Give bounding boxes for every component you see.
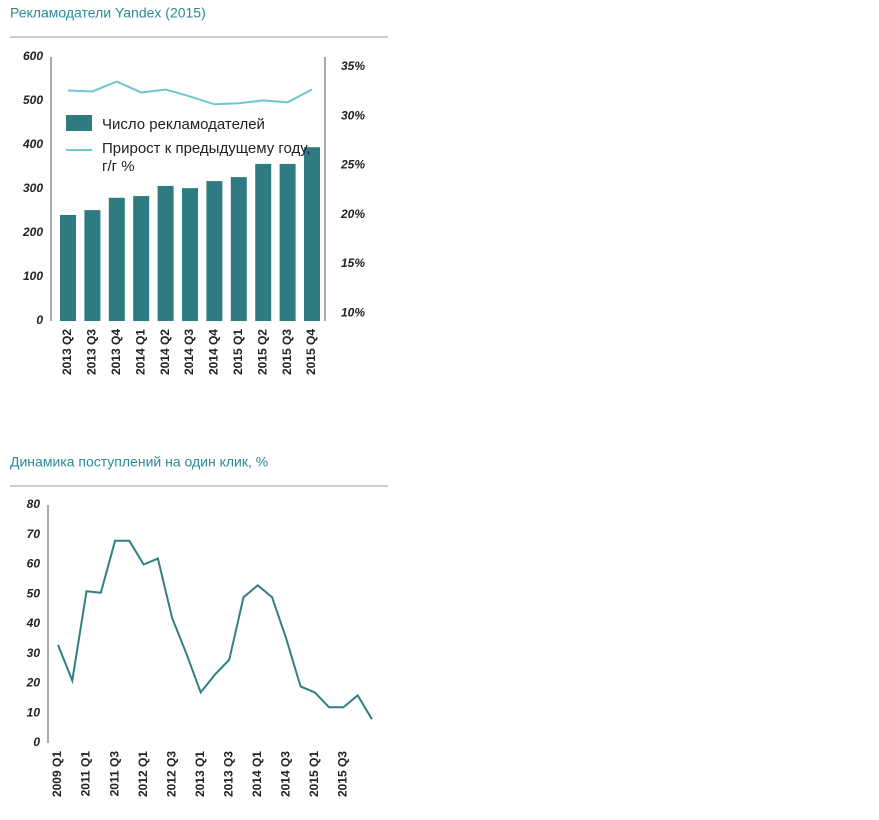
y-tick-label: 30 — [27, 646, 41, 660]
y-tick-label: 50 — [27, 586, 41, 600]
y2-tick-label: 10% — [341, 305, 365, 319]
bar — [255, 163, 272, 321]
x-tick-label: 2014 Q3 — [278, 751, 292, 797]
legend-label: Число рекламодателей — [102, 116, 265, 133]
x-tick-label: 2015 Q4 — [304, 329, 318, 375]
y2-tick-label: 30% — [341, 108, 365, 122]
x-tick-label: 2014 Q2 — [158, 329, 172, 375]
x-tick-label: 2014 Q1 — [133, 329, 147, 375]
chart-title: Рекламодатели Yandex (2015) — [10, 5, 206, 21]
chart-title: Динамика поступлений на один клик, % — [10, 454, 268, 470]
y-tick-label: 100 — [23, 269, 43, 283]
y2-tick-label: 35% — [341, 59, 365, 73]
x-tick-label: 2014 Q1 — [250, 751, 264, 797]
y2-tick-label: 20% — [340, 207, 365, 221]
y-tick-label: 400 — [22, 137, 43, 151]
y-tick-label: 600 — [23, 49, 43, 63]
y2-tick-label: 25% — [340, 158, 365, 172]
line-series — [57, 539, 373, 720]
x-tick-label: 2015 Q1 — [231, 329, 245, 375]
legend-swatch — [66, 149, 92, 151]
x-tick-label: 2015 Q1 — [307, 751, 321, 797]
x-tick-label: 2011 Q3 — [107, 751, 121, 797]
y-tick-label: 20 — [26, 676, 41, 690]
y-tick-label: 80 — [27, 497, 41, 511]
x-tick-label: 2009 Q1 — [50, 751, 64, 797]
legend-swatch — [66, 115, 92, 131]
bar — [279, 163, 296, 321]
legend-label: Прирост к предыдущему году, г/г % — [102, 140, 311, 175]
x-tick-label: 2013 Q3 — [221, 751, 235, 797]
bar — [182, 188, 198, 321]
y-tick-label: 40 — [26, 616, 41, 630]
x-tick-label: 2013 Q2 — [60, 329, 74, 375]
y-tick-label: 10 — [27, 705, 41, 719]
bar — [157, 185, 174, 321]
legend-item: Прирост к предыдущему году, г/г % — [66, 140, 316, 176]
y-tick-label: 0 — [36, 313, 43, 327]
bar — [108, 197, 125, 321]
y2-tick-label: 15% — [341, 256, 365, 270]
y-tick-label: 60 — [27, 557, 41, 571]
legend-item: Число рекламодателей — [66, 115, 265, 133]
line-series — [67, 80, 313, 106]
y-tick-label: 300 — [23, 181, 43, 195]
bar — [133, 196, 150, 321]
y-tick-label: 200 — [22, 225, 43, 239]
y-tick-label: 500 — [23, 93, 43, 107]
bar — [230, 177, 247, 321]
x-tick-label: 2014 Q4 — [207, 329, 221, 375]
bar — [304, 147, 320, 321]
x-tick-label: 2015 Q3 — [336, 751, 350, 797]
x-tick-label: 2013 Q3 — [85, 329, 99, 375]
bar — [60, 214, 76, 321]
bar — [206, 181, 223, 321]
x-tick-label: 2011 Q1 — [79, 751, 93, 797]
x-tick-label: 2015 Q3 — [280, 329, 294, 375]
bar — [84, 210, 101, 321]
x-tick-label: 2012 Q1 — [136, 751, 150, 797]
y-tick-label: 0 — [33, 735, 40, 749]
y-tick-label: 70 — [27, 527, 41, 541]
x-tick-label: 2013 Q4 — [109, 329, 123, 375]
x-tick-label: 2013 Q1 — [193, 751, 207, 797]
x-tick-label: 2015 Q2 — [255, 329, 269, 375]
x-tick-label: 2014 Q3 — [182, 329, 196, 375]
x-tick-label: 2012 Q3 — [164, 751, 178, 797]
